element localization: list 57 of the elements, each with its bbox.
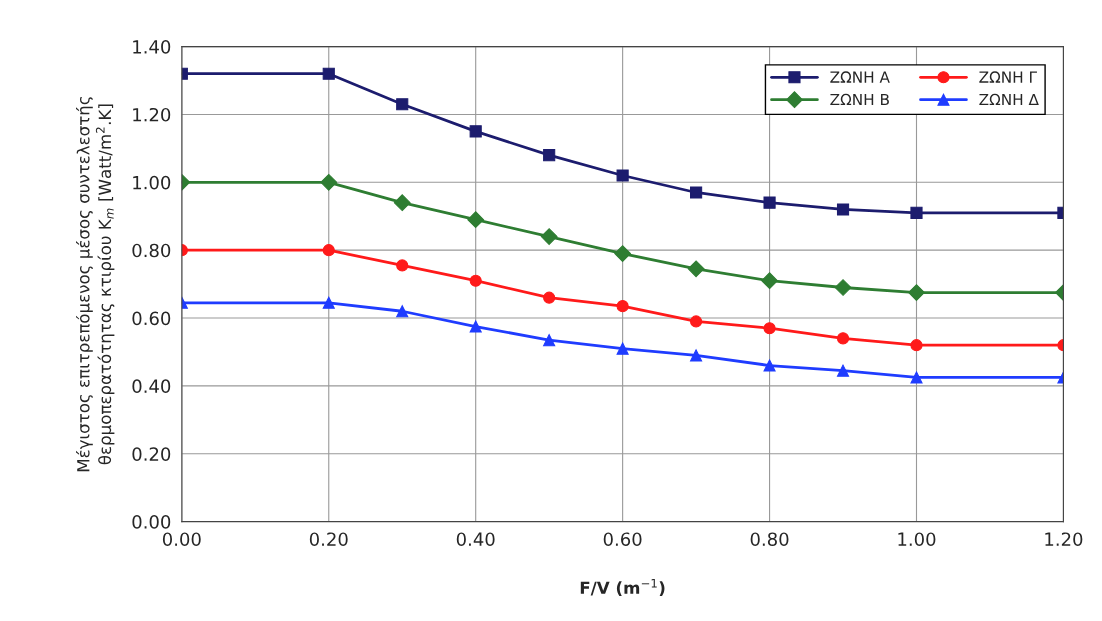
point (469, 274, 482, 287)
x-tick-label: 0.80 (750, 532, 789, 547)
point (836, 332, 850, 345)
y-tick-label: 0.20 (132, 447, 171, 461)
point (396, 259, 409, 272)
point (396, 305, 409, 318)
legend-label: ΖΩΝΗ Β (830, 93, 889, 106)
y-tick-label: 0.00 (132, 515, 171, 529)
y-axis-title: Μέγιστος επιτρεπόμενος μέσος συντελεστής θερμοπερατότητας κτιρίου K$_{m}$ [Watt/m$^{2}$.K] (76, 97, 115, 472)
point (763, 196, 776, 209)
point (763, 359, 776, 372)
x-tick-label: 1.00 (898, 532, 936, 547)
point (540, 228, 558, 245)
point (322, 67, 335, 80)
point (543, 291, 556, 304)
point (543, 334, 556, 347)
point (322, 244, 335, 257)
point (469, 125, 482, 138)
point (908, 284, 925, 301)
point (687, 260, 705, 278)
point (616, 300, 629, 313)
point (469, 320, 482, 333)
point (616, 169, 629, 182)
point (910, 371, 923, 384)
point (614, 245, 632, 262)
legend-label: ΖΩΝΗ Δ (979, 93, 1039, 106)
point (834, 279, 852, 296)
y-tick-label: 0.40 (132, 379, 171, 394)
point (396, 98, 409, 111)
point (320, 173, 338, 191)
x-axis-title: F/V (m$^{−1}$) (580, 578, 665, 597)
y-tick-label: 0.80 (132, 243, 171, 258)
point (761, 272, 778, 290)
point (690, 315, 703, 328)
y-tick-label: 1.00 (133, 175, 171, 190)
point (690, 186, 703, 199)
y-tick-label: 1.20 (133, 107, 171, 122)
point (690, 349, 703, 362)
x-tick-label: 1.20 (1045, 532, 1083, 547)
point (393, 194, 411, 212)
legend-label: ΖΩΝΗ Γ (979, 71, 1037, 83)
y-tick-label: 1.40 (133, 40, 171, 54)
point (322, 296, 335, 309)
point (763, 322, 776, 335)
x-tick-label: 0.40 (456, 532, 495, 547)
point (910, 339, 923, 352)
point (467, 211, 485, 229)
point (836, 364, 850, 377)
y-tick-label: 0.60 (132, 311, 171, 326)
x-tick-label: 0.60 (603, 532, 642, 547)
x-tick-label: 0.20 (309, 532, 348, 547)
point (616, 342, 629, 355)
x-tick-label: 0.00 (162, 532, 201, 547)
point (836, 203, 850, 216)
point (910, 206, 923, 219)
point (543, 149, 556, 162)
legend-label: ΖΩΝΗ Α (830, 71, 890, 83)
